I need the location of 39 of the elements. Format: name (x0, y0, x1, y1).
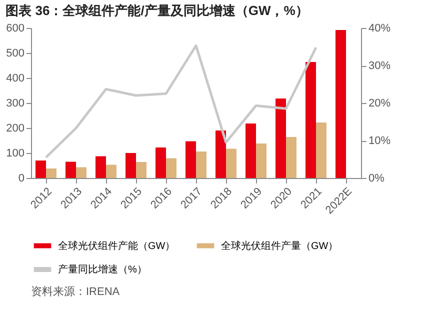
bar (166, 158, 176, 178)
bar (96, 156, 106, 178)
line-series (44, 44, 318, 159)
y-tick-label: 0 (18, 172, 24, 184)
y2-tick-label: 10% (368, 135, 391, 147)
bar (216, 130, 226, 178)
bar (36, 160, 46, 178)
y-tick-label: 100 (6, 148, 24, 160)
bar (46, 168, 56, 178)
y-tick-label: 500 (6, 48, 24, 60)
y-tick-label: 200 (6, 122, 24, 134)
bar (316, 122, 326, 178)
bar (286, 137, 296, 178)
bar (196, 152, 206, 178)
chart-title: 图表 36：全球组件产能/产量及同比增速（GW，%） (6, 3, 308, 18)
y-tick-label: 600 (6, 22, 24, 34)
bar (66, 162, 76, 178)
y2-tick-label: 20% (368, 98, 391, 110)
y-tick-label: 400 (6, 72, 24, 84)
bar (136, 162, 146, 178)
bar (156, 148, 166, 178)
y-tick-label: 300 (6, 98, 24, 110)
bar (256, 144, 266, 178)
y2-tick-label: 40% (368, 22, 391, 34)
text: 资料来源：IRENA (31, 285, 120, 298)
y2-tick-label: 30% (368, 60, 391, 72)
legend-label: 全球光伏组件产能（GW） (58, 240, 176, 252)
bar (306, 62, 316, 178)
bar (76, 167, 86, 178)
y2-tick-label: 0% (368, 172, 385, 184)
bar (106, 164, 116, 178)
bar (246, 124, 256, 178)
bar (226, 148, 236, 178)
legend-label: 产量同比增速（%） (58, 264, 147, 276)
bar (336, 30, 346, 178)
bar (126, 153, 136, 178)
legend-label: 全球光伏组件产量（GW） (221, 240, 338, 252)
bar (186, 141, 196, 178)
bar (276, 98, 286, 178)
